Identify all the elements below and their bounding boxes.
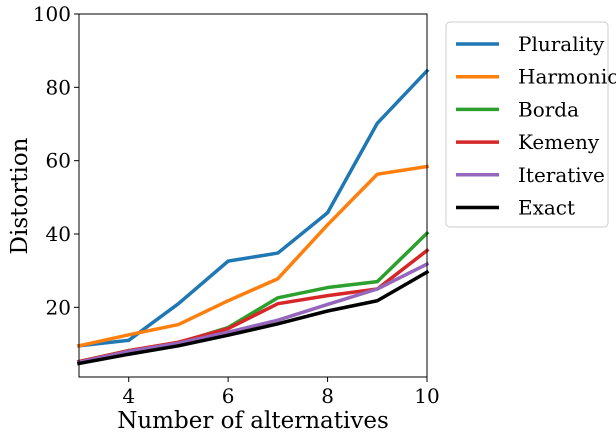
y-tick-label: 60 — [46, 149, 71, 173]
legend-label-harmonic: Harmonic — [518, 65, 616, 89]
legend-label-exact: Exact — [518, 196, 575, 220]
legend-label-kemeny: Kemeny — [518, 130, 600, 154]
series-line-harmonic — [76, 164, 429, 348]
series-line-exact — [76, 269, 430, 366]
x-tick-label: 4 — [122, 384, 135, 408]
plot-frame — [78, 13, 428, 378]
series-line-borda — [76, 230, 430, 364]
y-tick-label: 40 — [46, 222, 71, 246]
y-tick-label: 20 — [46, 295, 71, 319]
y-axis-label: Distortion — [7, 137, 33, 254]
series-line-iterative — [76, 261, 430, 365]
y-tick-label: 100 — [33, 2, 71, 26]
legend: Plurality Harmonic Borda Kemeny Iterative Exa… — [445, 21, 616, 228]
x-tick-label: 6 — [222, 384, 235, 408]
legend-label-iterative: Iterative — [518, 163, 605, 187]
x-axis-label: Number of alternatives — [117, 408, 389, 434]
legend-label-plurality: Plurality — [518, 32, 605, 56]
x-tick-label: 10 — [414, 384, 439, 408]
legend-label-borda: Borda — [518, 97, 579, 121]
plot-area — [76, 68, 430, 366]
axes: 4 6 8 10 20 40 60 80 100 — [33, 2, 440, 408]
y-tick-label: 80 — [46, 75, 71, 99]
series-line-plurality — [77, 68, 430, 348]
x-tick-label: 8 — [321, 384, 334, 408]
series-line-kemeny — [76, 248, 430, 364]
